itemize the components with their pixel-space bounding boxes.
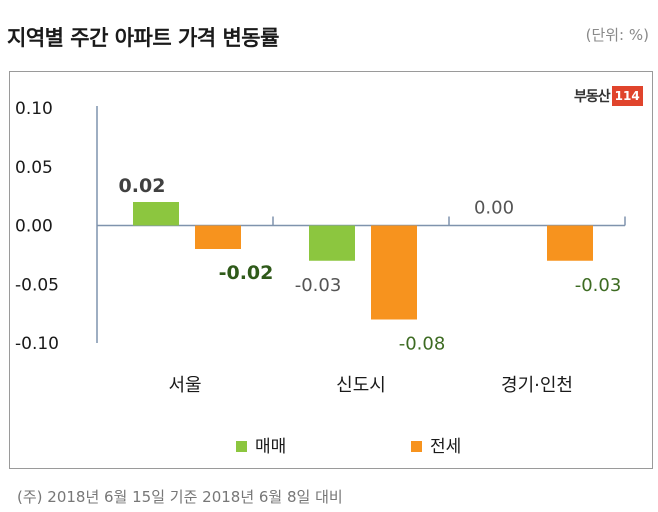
data-label: 0.00 (474, 198, 514, 219)
y-tick-label: -0.05 (15, 275, 59, 295)
bar-jeonse (547, 225, 593, 261)
legend-label: 전세 (430, 437, 461, 457)
legend-swatch (236, 441, 247, 452)
data-label: 0.02 (119, 175, 166, 197)
data-label: -0.08 (399, 334, 446, 355)
legend-label: 매매 (255, 437, 286, 457)
bar-jeonse (371, 225, 417, 320)
unit-label: (단위: %) (585, 26, 649, 44)
brand-logo: 부동산 114 (574, 84, 643, 108)
data-label: -0.03 (295, 275, 342, 296)
chart-frame (9, 71, 653, 469)
y-tick-label: -0.10 (15, 334, 59, 354)
category-label: 경기·인천 (501, 375, 573, 396)
y-tick-label: 0.05 (15, 158, 53, 178)
logo-number: 114 (611, 86, 643, 106)
data-label: -0.02 (219, 262, 274, 284)
legend-swatch (411, 441, 422, 452)
y-tick-label: 0.10 (15, 99, 53, 119)
data-label: -0.03 (575, 275, 622, 296)
category-label: 신도시 (336, 375, 386, 396)
y-tick-label: 0.00 (15, 217, 53, 237)
chart-title: 지역별 주간 아파트 가격 변동률 (7, 26, 279, 50)
bar-sale (309, 225, 355, 261)
bar-jeonse (195, 225, 241, 249)
logo-word: 부동산 (574, 89, 611, 105)
category-label: 서울 (168, 375, 201, 396)
bar-sale (133, 202, 179, 226)
footnote: (주) 2018년 6월 15일 기준 2018년 6월 8일 대비 (17, 488, 343, 506)
